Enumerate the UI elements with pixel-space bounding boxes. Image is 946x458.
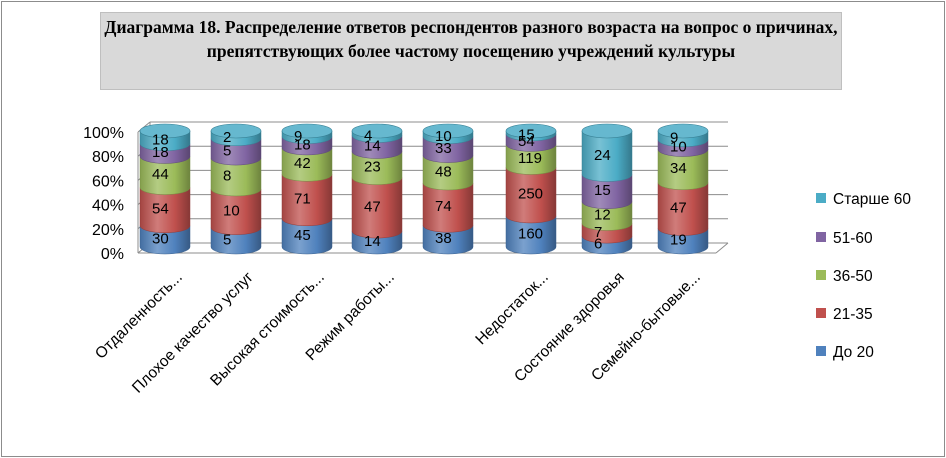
data-label: 14: [364, 138, 381, 155]
data-label: 48: [435, 163, 452, 180]
data-label: 10: [670, 139, 687, 156]
legend-label: 21-35: [833, 306, 873, 323]
data-label: 160: [518, 225, 543, 242]
data-label: 19: [670, 232, 687, 249]
bar-segment: [581, 130, 633, 182]
bar-top-cap: [581, 123, 633, 139]
bar-segment: [422, 136, 474, 163]
data-label: 45: [294, 227, 311, 244]
data-label: 33: [435, 140, 452, 157]
category-label: Недостаток...: [472, 269, 551, 348]
data-label: 250: [518, 186, 543, 203]
legend-label: 51-60: [833, 230, 873, 247]
bar-segment: [422, 182, 474, 233]
bar-segment: [281, 218, 333, 255]
y-tick-label: 40%: [92, 198, 124, 215]
category-label: Плохое качество услуг: [129, 269, 257, 397]
bar-segment: [657, 182, 709, 236]
data-label: 38: [435, 230, 452, 247]
bar-segment: [351, 177, 403, 239]
data-label: 18: [294, 136, 311, 153]
data-label: 42: [294, 155, 311, 172]
data-label: 15: [518, 126, 535, 143]
data-label: 24: [594, 147, 611, 164]
bar-segment: [210, 188, 262, 235]
data-label: 44: [152, 166, 169, 183]
y-tick-label: 100%: [83, 125, 124, 142]
legend-swatch: [816, 308, 826, 318]
bar-segment: [422, 155, 474, 191]
data-label: 47: [670, 200, 687, 217]
data-label: 18: [152, 144, 169, 161]
bar-segment: [505, 215, 557, 255]
category-label: Высокая стоимость...: [207, 269, 328, 390]
data-label: 8: [223, 168, 231, 185]
bar-top-cap: [281, 123, 333, 139]
data-label: 9: [670, 129, 678, 146]
bar-top-cap: [139, 123, 191, 139]
bar-segment: [351, 151, 403, 185]
data-label: 54: [152, 201, 169, 218]
data-label: 4: [364, 127, 372, 144]
bar-segment: [210, 157, 262, 197]
bar-segment: [505, 167, 557, 224]
legend-swatch: [816, 232, 826, 242]
data-label: 7: [594, 224, 602, 241]
legend-label: Старше 60: [833, 191, 911, 208]
bar-top-cap: [351, 123, 403, 139]
bar-segment: [210, 138, 262, 166]
bar-top-cap: [422, 123, 474, 139]
data-label: 12: [594, 207, 611, 224]
legend-label: 36-50: [833, 268, 873, 285]
data-label: 15: [594, 182, 611, 199]
y-tick-label: 0%: [101, 246, 124, 263]
bar-segment: [139, 156, 191, 195]
data-label: 10: [223, 202, 240, 219]
bar-segment: [210, 227, 262, 255]
y-tick-label: 20%: [92, 222, 124, 239]
data-label: 54: [518, 133, 535, 150]
bar-segment: [139, 187, 191, 234]
y-tick-label: 60%: [92, 173, 124, 190]
bar-top-cap: [210, 123, 262, 139]
data-label: 5: [223, 142, 231, 159]
data-label: 18: [152, 131, 169, 148]
data-label: 6: [594, 236, 602, 253]
bar-segment: [281, 147, 333, 182]
legend-label: До 20: [833, 344, 874, 361]
data-label: 5: [223, 231, 231, 248]
data-label: 9: [294, 128, 302, 145]
data-label: 47: [364, 198, 381, 215]
data-label: 10: [435, 128, 452, 145]
data-label: 71: [294, 191, 311, 208]
legend-swatch: [816, 193, 826, 203]
floor-right-edge: [715, 242, 729, 254]
data-label: 14: [364, 233, 381, 250]
legend-swatch: [816, 346, 826, 356]
data-label: 119: [518, 150, 542, 167]
data-label: 2: [223, 129, 231, 146]
bar-segment: [581, 201, 633, 231]
bar-top-cap: [657, 123, 709, 139]
bar-segment: [139, 225, 191, 255]
bar-segment: [657, 149, 709, 190]
data-label: 34: [670, 160, 687, 177]
data-label: 30: [152, 230, 169, 247]
data-label: 23: [364, 159, 381, 176]
bar-segment: [581, 174, 633, 209]
bar-top-cap: [505, 123, 557, 139]
data-label: 74: [435, 198, 452, 215]
bar-segment: [281, 174, 333, 227]
y-tick-label: 80%: [92, 149, 124, 166]
bar-segment: [657, 228, 709, 255]
chart-title: Диаграмма 18. Распределение ответов респ…: [104, 17, 838, 61]
bar-segment: [505, 144, 557, 175]
bar-segment: [422, 225, 474, 255]
chart-title-box: Диаграмма 18. Распределение ответов респ…: [100, 12, 842, 90]
legend-swatch: [816, 270, 826, 280]
